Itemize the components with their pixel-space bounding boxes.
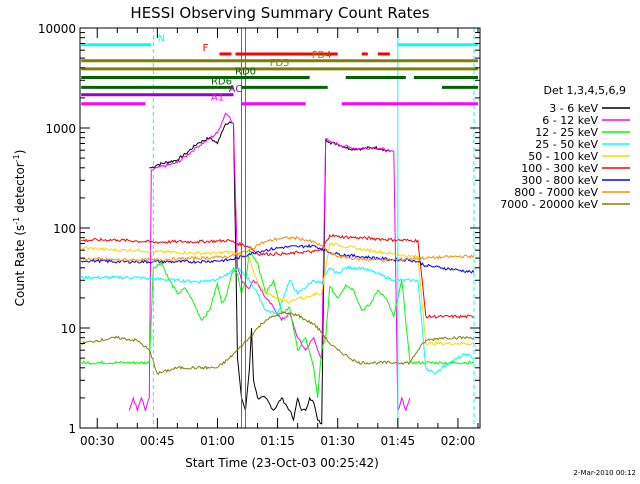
legend-label: 300 - 800 keV [521,174,598,187]
x-axis-label: Start Time (23-Oct-03 00:25:42) [185,456,379,470]
flag-label-n: N [158,34,165,45]
y-tick-label: 10000 [38,22,76,36]
y-axis-label-base: Count Rate (s [13,225,27,307]
y-axis-label-sup2: -1 [12,154,21,162]
legend-label: 800 - 7000 keV [514,186,598,199]
series-line-4 [81,242,475,346]
flag-label-fd5: FD5 [270,58,290,69]
series-line-2 [80,248,475,398]
y-axis-label: Count Rate (s-1 detector-1) [12,150,27,307]
flag-label-rd0: RD0 [235,66,256,77]
series-line-1 [128,112,411,413]
footer-date: 2-Mar-2010 00:12 [574,469,636,477]
chart-title: HESSI Observing Summary Count Rates [130,4,429,22]
legend-label: 6 - 12 keV [542,114,598,127]
y-axis-label-sup1: -1 [12,217,21,225]
y-tick-label: 1000 [45,122,76,136]
legend-label: 7000 - 20000 keV [500,198,598,211]
flag-label-ac: AC [229,84,243,95]
y-axis-label-end: ) [13,150,27,155]
y-tick-label: 100 [53,222,76,236]
series-line-5 [81,233,475,319]
x-tick-label: 01:30 [320,434,355,448]
x-tick-label: 02:00 [441,434,476,448]
series-line-0 [149,121,391,425]
x-tick-label: 00:30 [80,434,115,448]
flag-label-rd6: RD6 [211,76,232,87]
legend-label: 100 - 300 keV [521,162,598,175]
y-tick-label: 1 [68,422,76,436]
series-line-3 [80,265,475,375]
legend-title: Det 1,3,4,5,6,9 [543,84,626,97]
x-tick-label: 00:45 [140,434,175,448]
y-tick-label: 10 [61,322,76,336]
flag-label-f: F [203,43,209,54]
y-axis-label-mid: detector [13,162,27,217]
legend-label: 12 - 25 keV [535,126,598,139]
legend-label: 25 - 50 keV [535,138,598,151]
series-line-7 [80,235,475,263]
x-tick-label: 01:45 [381,434,416,448]
legend-label: 3 - 6 keV [549,102,598,115]
flag-label-a1: A1 [211,93,224,104]
x-tick-label: 01:00 [200,434,235,448]
series-line-8 [80,311,475,375]
legend-label: 50 - 100 keV [528,150,598,163]
flag-label-fd4: FD4 [312,50,332,61]
x-tick-label: 01:15 [260,434,295,448]
